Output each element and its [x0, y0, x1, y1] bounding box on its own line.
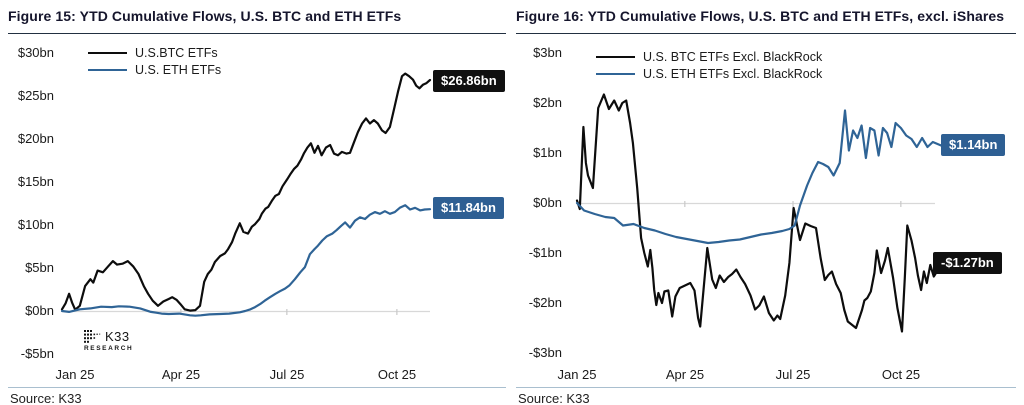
legend-item-btc: U.S.BTC ETFs [88, 46, 221, 60]
x-tick-label: Apr 25 [665, 367, 705, 382]
legend-label-eth-excl: U.S. ETH ETFs Excl. BlackRock [643, 67, 823, 81]
y-tick-label: $2bn [533, 95, 562, 110]
k33-logo-mark [84, 330, 101, 343]
series-line [60, 204, 432, 317]
y-tick-label: $0bn [25, 303, 54, 318]
k33-research-watermark: K33 RESEARCH [84, 329, 133, 352]
btc-line-swatch [88, 51, 127, 55]
eth-end-value-label: $11.84bn [433, 197, 504, 219]
x-tick-label: Oct 25 [377, 367, 417, 382]
y-tick-label: $5bn [25, 260, 54, 275]
y-tick-label: $30bn [17, 45, 54, 60]
k33-logo-top: K33 [84, 329, 133, 344]
y-tick-label: $10bn [17, 217, 54, 232]
source-caption-right: Source: K33 [518, 391, 590, 405]
series-line [60, 72, 432, 312]
source-caption-left: Source: K33 [10, 391, 82, 405]
btc-end-value-label: $26.86bn [433, 70, 505, 92]
legend-item-btc-excl: U.S. BTC ETFs Excl. BlackRock [596, 50, 822, 64]
x-tick-label: Oct 25 [881, 367, 921, 382]
x-tick-label: Jan 25 [557, 367, 597, 382]
y-tick-label: $20bn [17, 131, 54, 146]
x-tick-label: Apr 25 [161, 367, 201, 382]
y-tick-label: -$3bn [528, 345, 562, 360]
figure15-title: Figure 15: YTD Cumulative Flows, U.S. BT… [8, 8, 506, 34]
footer-divider-right [516, 387, 1016, 388]
y-tick-label: $3bn [533, 45, 562, 60]
k33-logo-text: K33 [105, 329, 130, 344]
x-tick-label: Jul 25 [269, 367, 305, 382]
y-tick-label: -$2bn [528, 295, 562, 310]
y-tick-label: -$1bn [528, 245, 562, 260]
series-line [575, 93, 944, 333]
x-tick-label: Jan 25 [55, 367, 95, 382]
y-tick-label: $0bn [533, 195, 562, 210]
legend-label-btc-excl: U.S. BTC ETFs Excl. BlackRock [643, 50, 823, 64]
eth-excl-line-swatch [596, 72, 635, 76]
btc-excl-end-value-label: -$1.27bn [933, 252, 1002, 274]
footer-divider-left [8, 387, 506, 388]
figure16-title: Figure 16: YTD Cumulative Flows, U.S. BT… [516, 8, 1016, 34]
y-tick-label: $1bn [533, 145, 562, 160]
figure16-legend: U.S. BTC ETFs Excl. BlackRock U.S. ETH E… [596, 50, 822, 81]
btc-excl-line-swatch [596, 55, 635, 59]
series-line [575, 109, 944, 245]
legend-label-eth: U.S. ETH ETFs [135, 63, 222, 77]
k33-logo-subtext: RESEARCH [84, 345, 134, 352]
eth-excl-end-value-label: $1.14bn [941, 134, 1006, 156]
legend-item-eth-excl: U.S. ETH ETFs Excl. BlackRock [596, 67, 822, 81]
legend-item-eth: U.S. ETH ETFs [88, 63, 221, 77]
eth-line-swatch [88, 68, 127, 72]
figure15-legend: U.S.BTC ETFs U.S. ETH ETFs [88, 46, 221, 77]
legend-label-btc: U.S.BTC ETFs [135, 46, 218, 60]
y-tick-label: -$5bn [20, 346, 54, 361]
y-tick-label: $15bn [17, 174, 54, 189]
x-tick-label: Jul 25 [775, 367, 811, 382]
y-tick-label: $25bn [17, 88, 54, 103]
